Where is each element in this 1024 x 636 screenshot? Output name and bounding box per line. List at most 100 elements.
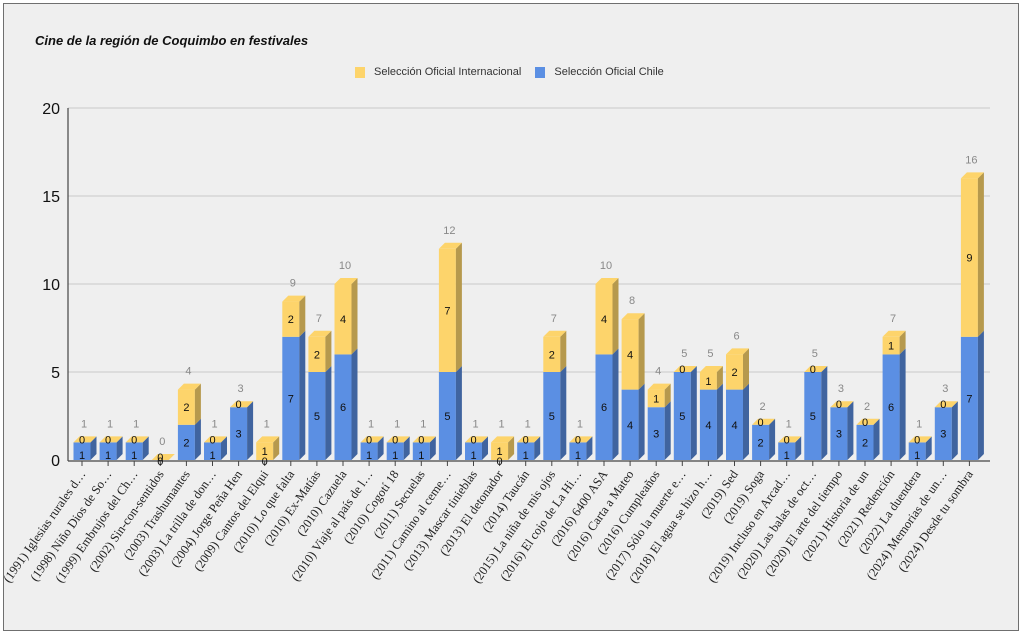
bar-total-label: 5 (812, 348, 818, 360)
bar-label-internacional: 0 (105, 434, 111, 446)
bar-top (386, 436, 410, 443)
bar-total-label: 1 (211, 418, 217, 430)
bar-segment-chile (517, 442, 535, 460)
bar-total-label: 4 (185, 366, 191, 378)
bar-label-chile: 1 (914, 450, 920, 462)
bar-top (204, 436, 227, 443)
bar-segment-chile (230, 407, 248, 460)
bar-side-chile (221, 436, 227, 460)
bar-label-chile: 1 (418, 450, 424, 462)
bar-label-internacional: 0 (679, 364, 685, 376)
bar-side-chile (482, 436, 488, 460)
bar-label-internacional: 7 (444, 305, 450, 317)
bar-label-chile: 2 (183, 437, 189, 449)
bar-total-label: 10 (339, 260, 351, 272)
bar-label-chile: 0 (497, 456, 503, 468)
bar-total-label: 1 (81, 418, 87, 430)
bar-side-chile (690, 366, 697, 460)
bar-side-chile (325, 366, 332, 460)
bar-label-chile: 1 (105, 450, 111, 462)
bar-label-internacional: 0 (914, 434, 920, 446)
bar-segment-chile (752, 424, 770, 460)
bar-segment-internacional (960, 178, 978, 337)
bar-side-internacional (508, 436, 515, 460)
bar-top (465, 436, 488, 443)
legend-item-internacional[interactable]: Selección Oficial Internacional (355, 66, 521, 78)
bar-top (647, 383, 671, 390)
bar-total-label: 8 (629, 295, 635, 307)
bar-top (726, 348, 749, 355)
bar-segment-chile (204, 442, 221, 460)
bar-label-internacional: 0 (575, 434, 581, 446)
bar-segment-internacional (282, 301, 300, 337)
bar-side-internacional (194, 383, 201, 425)
bar-label-chile: 3 (940, 429, 946, 441)
bar-label-chile: 1 (131, 450, 137, 462)
bar-top (438, 242, 462, 249)
bar-segment-chile (569, 442, 587, 460)
bar-segment-internacional (438, 248, 456, 372)
bar-segment-chile (412, 442, 430, 460)
bar-total-label: 1 (133, 418, 139, 430)
bar-side-internacional (977, 172, 984, 337)
legend-item-chile[interactable]: Selección Oficial Chile (535, 66, 664, 78)
bar-side-chile (247, 401, 254, 460)
bar-side-chile (743, 383, 749, 460)
chart-title: Cine de la región de Coquimbo en festiva… (35, 33, 309, 48)
bar-segment-internacional (621, 319, 639, 390)
bar-label-chile: 1 (366, 450, 372, 462)
bar-segment-chile (934, 407, 952, 460)
bar-side-internacional (664, 383, 671, 408)
bar-segment-chile (960, 336, 978, 460)
bar-total-label: 2 (864, 401, 870, 413)
bar-segment-chile (908, 442, 926, 460)
bar-total-label: 1 (472, 418, 478, 430)
bar-top (856, 418, 880, 425)
bar-segment-chile (726, 389, 743, 460)
bar-side-chile (299, 330, 306, 460)
bar-segment-chile (465, 442, 482, 460)
bar-label-internacional: 0 (392, 434, 398, 446)
bar-top (491, 436, 515, 443)
bar-label-internacional: 9 (966, 253, 972, 265)
bar-side-chile (429, 436, 436, 460)
bar-segment-chile (125, 442, 143, 460)
bar-label-internacional: 1 (705, 376, 711, 388)
bar-side-chile (455, 366, 462, 460)
bar-top (621, 313, 645, 320)
bar-total-label: 3 (838, 383, 844, 395)
bar-label-chile: 6 (601, 402, 607, 414)
bar-segment-internacional (595, 284, 613, 355)
bar-segment-internacional (543, 336, 561, 372)
bar-segment-chile (543, 372, 561, 460)
y-tick-label: 5 (51, 365, 60, 382)
bar-top (282, 295, 306, 302)
bar-top (908, 436, 932, 443)
bar-side-internacional (899, 330, 906, 355)
y-tick-label: 20 (42, 101, 60, 118)
bar-label-chile: 5 (549, 411, 555, 423)
bar-label-internacional: 0 (236, 399, 242, 411)
bar-top (73, 436, 97, 443)
bar-top (752, 418, 776, 425)
bar-total-label: 7 (316, 313, 322, 325)
bar-label-chile: 1 (209, 450, 215, 462)
bar-side-internacional (299, 295, 306, 337)
bar-side-chile (795, 436, 802, 460)
bar-label-internacional: 2 (288, 314, 294, 326)
bar-side-internacional (351, 278, 358, 355)
bar-segment-internacional (882, 336, 900, 355)
bar-side-chile (377, 436, 384, 460)
bar-side-chile (403, 436, 410, 460)
bar-top (177, 383, 201, 390)
bar-label-chile: 0 (262, 456, 268, 468)
bar-total-label: 7 (551, 313, 557, 325)
bar-segment-chile (595, 354, 613, 460)
bar-segment-chile (177, 424, 195, 460)
bar-total-label: 4 (655, 366, 661, 378)
bar-top (804, 366, 828, 372)
bar-total-label: 1 (264, 418, 270, 430)
bar-side-chile (716, 383, 723, 460)
bar-side-chile (821, 366, 828, 460)
bar-total-label: 1 (916, 418, 922, 430)
